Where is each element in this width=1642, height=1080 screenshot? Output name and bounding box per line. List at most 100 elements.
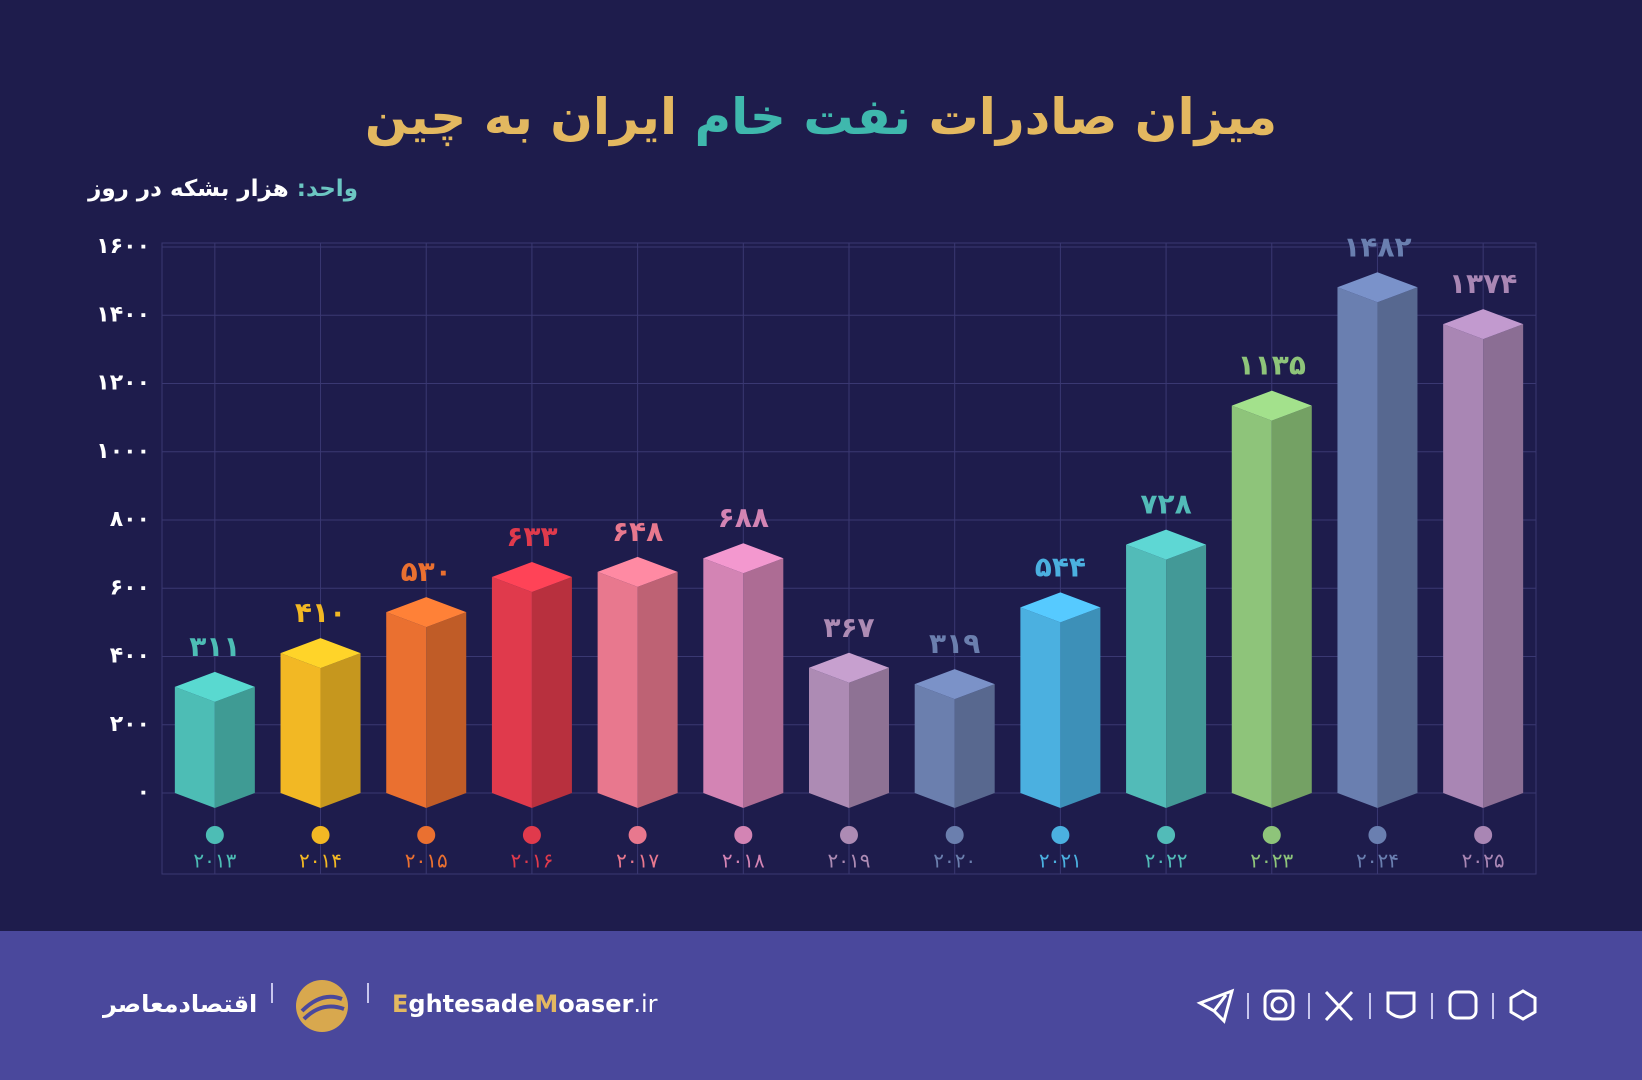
bar	[597, 556, 678, 808]
bar-face-left	[1337, 287, 1378, 809]
unit-label: واحد:	[296, 176, 358, 202]
bar-top	[703, 543, 784, 574]
bar	[386, 597, 467, 808]
x-tick-label: ۲۰۱۷	[616, 849, 659, 873]
bar-top	[1020, 592, 1101, 623]
bar-face-right	[849, 667, 889, 808]
site[interactable]: EghtesadeMoaser.ir	[392, 990, 658, 1018]
bar-face-left	[174, 686, 215, 808]
bar-face-left	[280, 653, 321, 808]
legend-dot	[522, 826, 541, 844]
bar-top	[1443, 309, 1524, 340]
y-tick-label: ۴۰۰	[110, 644, 150, 669]
x-tick-label: ۲۰۱۴	[299, 849, 342, 873]
bar-top	[386, 597, 467, 628]
bar-face-left	[703, 558, 744, 808]
value-label: ۶۳۳	[506, 520, 557, 553]
value-label: ۵۳۰	[401, 555, 452, 588]
value-label: ۱۴۸۲	[1343, 230, 1411, 263]
value-label: ۶۴۸	[612, 515, 663, 548]
legend-dot	[945, 826, 964, 844]
legend-dot	[1474, 826, 1493, 844]
bar-face-left	[1231, 405, 1272, 808]
legend-dot	[205, 826, 224, 844]
bar-top	[1231, 390, 1312, 421]
bar-top	[809, 652, 889, 683]
social-icons[interactable]	[1196, 988, 1537, 1024]
site-part: oaser	[558, 990, 634, 1018]
bar-face-left	[1126, 544, 1167, 808]
bar-face-right	[743, 558, 784, 808]
y-tick-label: ۱۲۰۰	[96, 371, 150, 396]
y-tick-label: ۱۴۰۰	[96, 302, 150, 327]
y-tick-label: ۲۰۰	[110, 712, 150, 737]
legend-dot	[734, 826, 753, 844]
value-label: ۵۴۴	[1035, 550, 1086, 583]
x-tick-label: ۲۰۲۴	[1356, 849, 1399, 873]
legend-dot	[628, 826, 647, 844]
legend-dot	[1368, 826, 1387, 844]
x-tick-label: ۲۰۱۵	[405, 849, 448, 873]
value-label: ۱۳۷۴	[1449, 267, 1517, 300]
value-label: ۱۱۳۵	[1238, 349, 1306, 382]
site-part: M	[534, 990, 559, 1018]
unit: واحد: هزار بشکه در روز	[88, 176, 358, 202]
y-tick-label: ۶۰۰	[110, 575, 150, 600]
footer	[0, 931, 1642, 1080]
title-part: ایران به چین	[364, 88, 695, 146]
separators	[1247, 993, 1494, 1019]
site-part: .ir	[633, 990, 658, 1018]
bar	[1337, 272, 1418, 809]
value-label: ۳۱۹	[929, 627, 980, 660]
value-label: ۳۶۷	[823, 611, 874, 644]
bar-face-right	[320, 653, 361, 808]
legend-dot	[417, 826, 436, 844]
bar-top	[597, 556, 678, 587]
value-label: ۶۸۸	[718, 501, 769, 534]
bar-top	[491, 561, 572, 592]
value-label: ۷۲۸	[1140, 488, 1191, 521]
bar-face-left	[809, 667, 849, 808]
title-part: نفت خام	[694, 88, 912, 146]
bar-face-left	[386, 612, 427, 808]
x-tick-label: ۲۰۱۹	[828, 849, 871, 873]
bar	[1126, 529, 1207, 808]
bar-top	[1126, 529, 1207, 560]
bar	[1020, 592, 1101, 808]
bar-top	[914, 669, 995, 700]
bar	[1231, 390, 1312, 808]
logo-mark	[300, 994, 345, 1021]
value-label: ۴۱۰	[295, 596, 346, 629]
bar-face-right	[1060, 607, 1101, 808]
y-tick-label: ۰	[137, 780, 150, 805]
legend-dot	[1262, 826, 1281, 844]
site-part: E	[392, 990, 409, 1018]
x-tick-label: ۲۰۱۸	[722, 849, 765, 873]
y-tick-label: ۱۶۰۰	[96, 234, 150, 259]
x-tick-label: ۲۰۱۶	[510, 849, 553, 873]
brand: اقتصادمعاصر	[103, 990, 258, 1018]
x-tick-label: ۲۰۲۰	[933, 849, 976, 873]
x-tick-label: ۲۰۲۲	[1145, 849, 1188, 873]
bar	[1443, 309, 1524, 808]
legend-dot	[1051, 826, 1070, 844]
legend-dot	[840, 826, 858, 844]
x-tick-label: ۲۰۲۳	[1250, 849, 1293, 873]
x-tick-label: ۲۰۲۵	[1462, 849, 1505, 873]
site-part: ghtesade	[408, 990, 535, 1018]
x-tick-label: ۲۰۱۳	[193, 849, 236, 873]
bar	[914, 669, 995, 808]
chart-title: میزان صادرات نفت خام ایران به چین	[0, 88, 1642, 146]
bar-face-right	[1377, 287, 1418, 809]
bar-face-left	[914, 684, 955, 808]
title-part: میزان صادرات	[911, 88, 1278, 146]
bar	[280, 638, 361, 808]
bar-face-left	[1020, 607, 1061, 808]
bar-top	[1337, 272, 1418, 303]
y-tick-label: ۱۰۰۰	[96, 439, 150, 464]
footer-icons	[271, 980, 1537, 1032]
bar-face-right	[637, 571, 678, 808]
bar-face-left	[1443, 324, 1484, 808]
bar	[174, 671, 255, 808]
